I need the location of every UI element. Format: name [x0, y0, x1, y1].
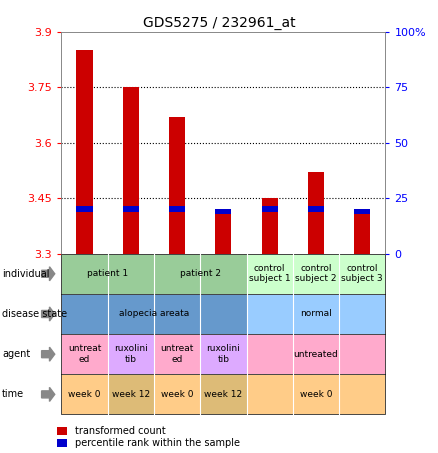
Bar [261, 206, 278, 212]
Bar [76, 50, 92, 254]
Text: untreat
ed: untreat ed [68, 344, 101, 364]
Text: week 0: week 0 [300, 390, 332, 399]
Text: disease state: disease state [2, 309, 67, 319]
Bar [169, 206, 185, 212]
Text: ruxolini
tib: ruxolini tib [114, 344, 148, 364]
Text: time: time [2, 390, 25, 400]
Text: untreated: untreated [293, 350, 339, 359]
Bar [354, 213, 371, 254]
Bar [215, 213, 231, 254]
Text: agent: agent [2, 349, 30, 359]
Text: week 0: week 0 [161, 390, 193, 399]
Text: control
subject 1: control subject 1 [249, 264, 290, 284]
Text: normal: normal [300, 309, 332, 318]
Legend: transformed count, percentile rank within the sample: transformed count, percentile rank withi… [57, 426, 240, 448]
Text: patient 2: patient 2 [180, 269, 221, 278]
Text: untreat
ed: untreat ed [160, 344, 194, 364]
Text: week 0: week 0 [68, 390, 101, 399]
Bar [308, 206, 324, 212]
Text: alopecia areata: alopecia areata [119, 309, 189, 318]
Text: individual: individual [2, 269, 49, 279]
Text: GDS5275 / 232961_at: GDS5275 / 232961_at [143, 16, 295, 30]
Text: control
subject 2: control subject 2 [295, 264, 337, 284]
Bar [123, 206, 139, 212]
Bar [261, 198, 278, 254]
Bar [308, 172, 324, 254]
Text: patient 1: patient 1 [87, 269, 128, 278]
Text: control
subject 3: control subject 3 [342, 264, 383, 284]
Text: week 12: week 12 [112, 390, 150, 399]
Bar [215, 208, 231, 214]
Bar [76, 206, 92, 212]
Bar [169, 117, 185, 254]
Bar [123, 87, 139, 254]
Text: ruxolini
tib: ruxolini tib [206, 344, 240, 364]
Text: week 12: week 12 [204, 390, 243, 399]
Bar [354, 208, 371, 214]
